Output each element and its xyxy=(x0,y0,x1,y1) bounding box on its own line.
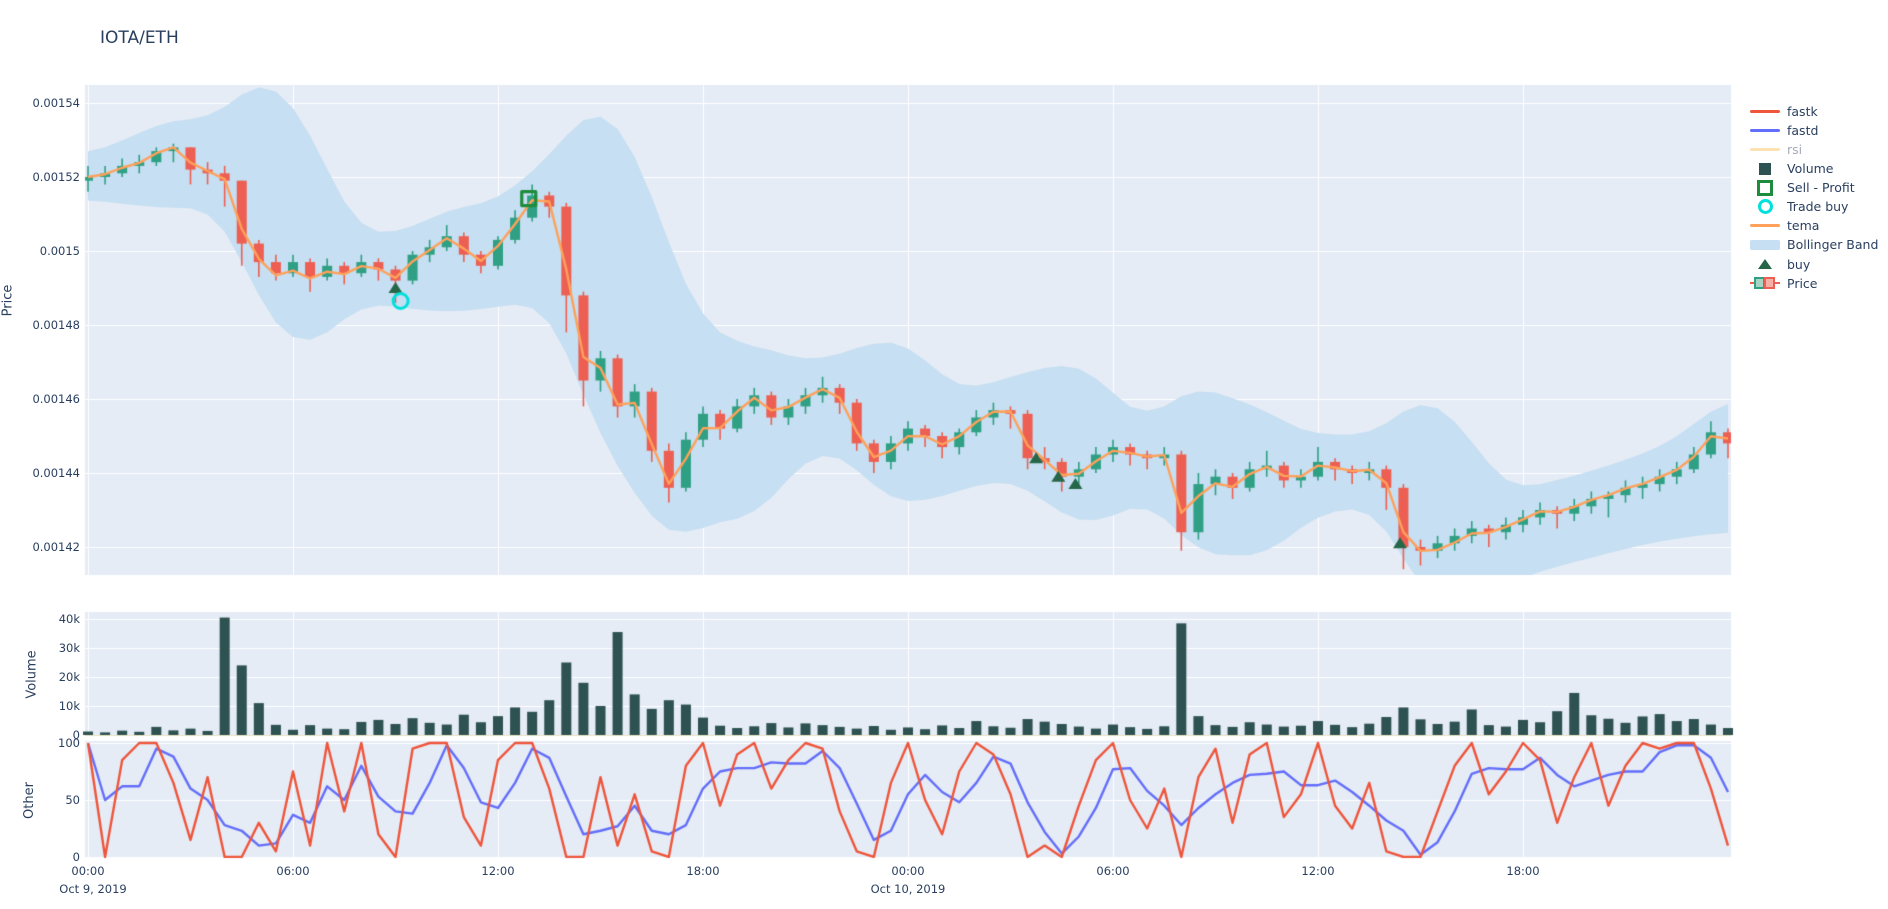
page-title: IOTA/ETH xyxy=(100,28,179,48)
x-tick: 00:00 xyxy=(71,864,105,878)
legend-label: fastk xyxy=(1787,103,1818,119)
legend-item-price[interactable]: Price xyxy=(1748,276,1878,291)
volume-tick: 10k xyxy=(58,699,80,713)
legend-label: Trade buy xyxy=(1787,199,1849,215)
buy-triangle-icon xyxy=(1748,259,1782,269)
legend-label: Price xyxy=(1787,275,1818,291)
x-tick: 18:00 xyxy=(1506,864,1540,878)
other-tick: 100 xyxy=(58,736,80,750)
price-candles-icon xyxy=(1748,276,1782,290)
legend-label: fastd xyxy=(1787,122,1819,138)
volume-tick: 30k xyxy=(58,641,80,655)
x-date-label: Oct 10, 2019 xyxy=(870,882,946,896)
legend-item-volume[interactable]: Volume xyxy=(1748,161,1878,176)
legend-item-fastd[interactable]: fastd xyxy=(1748,123,1878,138)
price-tick: 0.00154 xyxy=(32,96,80,110)
price-tick: 0.00146 xyxy=(32,392,80,406)
tema-line-icon xyxy=(1748,224,1782,228)
price-tick: 0.00152 xyxy=(32,170,80,184)
other-tick: 50 xyxy=(65,793,80,807)
x-tick: 12:00 xyxy=(1301,864,1335,878)
x-tick: 18:00 xyxy=(686,864,720,878)
legend-label: Sell - Profit xyxy=(1787,180,1855,196)
legend-label: tema xyxy=(1787,218,1820,234)
price-tick: 0.00148 xyxy=(32,318,80,332)
volume-tick: 40k xyxy=(58,612,80,626)
legend-item-rsi[interactable]: rsi xyxy=(1748,142,1878,157)
x-tick: 12:00 xyxy=(481,864,515,878)
legend-item-trade-buy[interactable]: Trade buy xyxy=(1748,199,1878,215)
legend-item-buy[interactable]: buy xyxy=(1748,257,1878,272)
volume-square-icon xyxy=(1748,162,1782,175)
legend-item-tema[interactable]: tema xyxy=(1748,218,1878,234)
legend-label: buy xyxy=(1787,256,1811,272)
rsi-line-icon xyxy=(1748,147,1782,151)
x-tick: 06:00 xyxy=(1096,864,1130,878)
x-tick: 00:00 xyxy=(891,864,925,878)
legend: fastk fastd rsi Volume Sell - Profit Tra… xyxy=(1748,104,1879,291)
price-tick: 0.00144 xyxy=(32,466,80,480)
legend-label: Bollinger Band xyxy=(1787,237,1879,253)
volume-tick: 0 xyxy=(72,728,80,742)
legend-item-fastk[interactable]: fastk xyxy=(1748,104,1878,119)
price-axis-title: Price xyxy=(0,284,16,317)
fastd-line-icon xyxy=(1748,128,1782,132)
price-tick: 0.0015 xyxy=(39,244,80,258)
legend-item-bollinger-band[interactable]: Bollinger Band xyxy=(1748,237,1879,253)
price-tick: 0.00142 xyxy=(32,540,80,554)
bollinger-band-icon xyxy=(1748,239,1782,250)
legend-label: rsi xyxy=(1787,141,1803,157)
trade-buy-circle-icon xyxy=(1748,199,1782,215)
other-tick: 0 xyxy=(72,850,80,864)
x-tick: 06:00 xyxy=(276,864,310,878)
volume-tick: 20k xyxy=(58,670,80,684)
legend-label: Volume xyxy=(1787,161,1834,177)
sell-profit-square-icon xyxy=(1748,179,1782,196)
fastk-line-icon xyxy=(1748,109,1782,113)
legend-item-sell-profit[interactable]: Sell - Profit xyxy=(1748,179,1878,196)
x-date-label: Oct 9, 2019 xyxy=(59,882,127,896)
